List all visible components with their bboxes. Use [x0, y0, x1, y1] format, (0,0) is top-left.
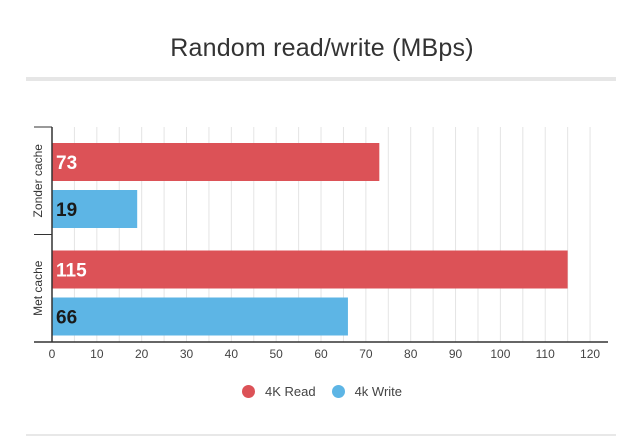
- chart-title: Random read/write (MBps): [170, 34, 474, 62]
- x-tick-label: 90: [449, 347, 463, 361]
- chart-legend: 4K Read 4k Write: [0, 384, 644, 399]
- category-label: Zonder cache: [31, 144, 45, 218]
- data-label: 66: [56, 308, 77, 329]
- x-tick-label: 60: [314, 347, 328, 361]
- data-label: 73: [56, 153, 77, 174]
- x-tick-label: 10: [90, 347, 104, 361]
- x-tick-label: 70: [359, 347, 373, 361]
- x-tick-label: 80: [404, 347, 418, 361]
- legend-item-write[interactable]: 4k Write: [331, 384, 403, 399]
- legend-marker-read: [241, 385, 255, 398]
- bar-read-zonder-cache: [52, 143, 380, 181]
- legend-marker-write: [331, 385, 345, 398]
- x-tick-label: 0: [49, 347, 56, 361]
- bar-read-met-cache: [52, 250, 568, 289]
- bar-write-met-cache: [52, 297, 348, 336]
- x-tick-label: 50: [270, 347, 284, 361]
- category-label: Met cache: [31, 260, 45, 316]
- bar-write-zonder-cache: [52, 190, 138, 228]
- data-label: 115: [56, 261, 87, 282]
- x-tick-label: 110: [536, 347, 555, 361]
- legend-item-read[interactable]: 4K Read: [241, 384, 316, 399]
- x-tick-label: 120: [580, 347, 600, 361]
- title-divider: [26, 77, 616, 81]
- x-tick-label: 40: [225, 347, 239, 361]
- data-label: 19: [56, 200, 77, 221]
- bottom-divider: [26, 434, 616, 436]
- x-tick-label: 20: [135, 347, 149, 361]
- x-tick-label: 100: [490, 347, 510, 361]
- legend-label-read: 4K Read: [264, 384, 316, 399]
- x-tick-label: 30: [180, 347, 194, 361]
- legend-label-write: 4k Write: [354, 384, 403, 399]
